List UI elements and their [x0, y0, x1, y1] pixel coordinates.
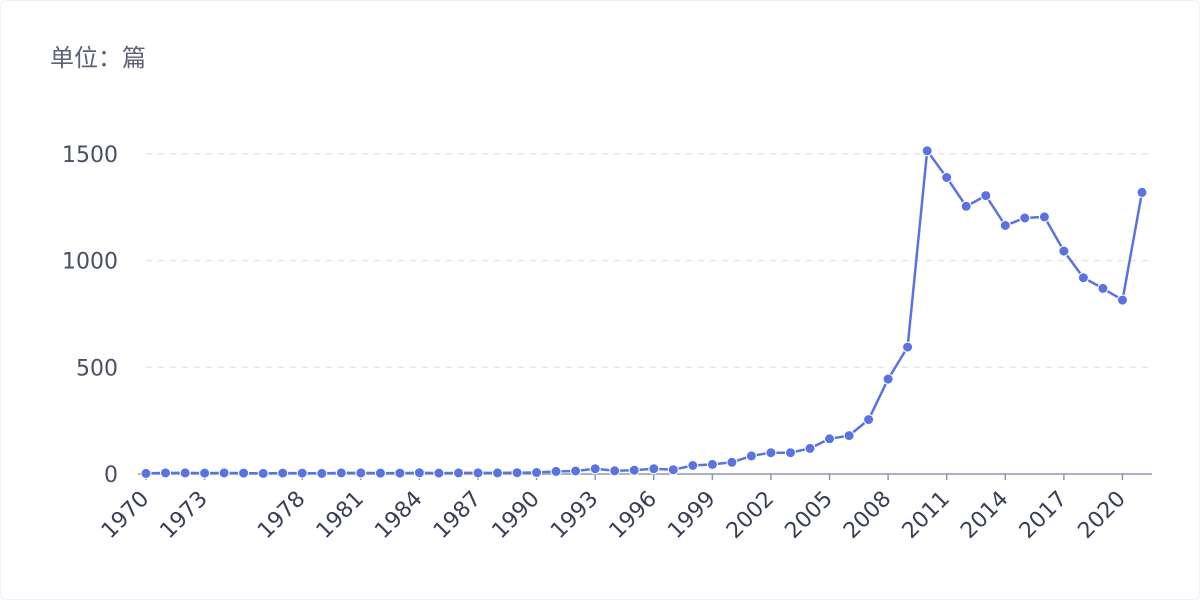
data-point	[238, 467, 250, 479]
y-tick-label: 0	[104, 463, 118, 488]
data-point	[1038, 211, 1050, 223]
x-tick-label: 2014	[956, 487, 1013, 544]
x-tick-label: 1978	[253, 487, 310, 544]
data-point	[199, 467, 211, 479]
y-tick-label: 1500	[62, 143, 118, 168]
data-point	[550, 465, 562, 477]
x-tick-label: 2005	[780, 487, 837, 544]
x-tick-label: 1973	[156, 487, 213, 544]
data-point	[648, 463, 660, 475]
data-point	[570, 465, 582, 477]
data-point	[296, 467, 308, 479]
data-point	[609, 465, 621, 477]
data-point	[824, 433, 835, 445]
data-point	[843, 430, 855, 442]
unit-label: 单位：篇	[50, 44, 146, 72]
data-point	[863, 414, 875, 426]
data-point	[785, 447, 796, 459]
data-point	[335, 467, 347, 479]
x-tick-label: 2011	[898, 487, 955, 544]
data-point	[960, 200, 972, 212]
data-point	[980, 190, 992, 202]
data-point	[902, 341, 914, 353]
data-point	[140, 467, 152, 479]
x-tick-label: 2020	[1073, 487, 1130, 544]
data-point	[160, 467, 171, 479]
x-tick-label: 1981	[312, 487, 369, 544]
data-point	[1019, 212, 1031, 224]
x-tick-label: 1999	[663, 487, 720, 544]
x-tick-label: 1990	[488, 487, 545, 544]
data-point	[492, 467, 503, 479]
x-tick-label: 2017	[1015, 487, 1072, 544]
data-point	[628, 464, 640, 476]
data-point	[453, 467, 464, 479]
series-line	[145, 149, 1144, 475]
y-tick-label: 500	[76, 356, 118, 381]
data-point	[218, 467, 230, 479]
y-tick-label: 1000	[62, 250, 118, 275]
data-point	[355, 467, 367, 479]
data-point	[277, 467, 289, 479]
data-point	[1058, 245, 1070, 257]
data-point	[921, 145, 933, 157]
data-point	[394, 467, 406, 479]
data-point	[941, 172, 953, 183]
x-tick-label: 1993	[546, 487, 603, 544]
data-point	[726, 456, 738, 468]
data-point	[706, 458, 718, 470]
data-point	[882, 373, 894, 385]
data-point	[179, 467, 191, 479]
x-tick-label: 1970	[97, 487, 154, 544]
data-point	[1117, 294, 1128, 306]
data-point	[374, 467, 386, 479]
data-point	[316, 467, 328, 479]
x-tick-label: 1984	[370, 487, 427, 544]
data-point	[413, 467, 425, 479]
data-point	[745, 450, 757, 462]
data-point	[804, 442, 816, 454]
x-tick-label: 2002	[722, 487, 779, 544]
data-point	[472, 467, 484, 479]
data-point	[1097, 282, 1109, 294]
x-tick-label: 1996	[605, 487, 662, 544]
data-point	[257, 467, 269, 479]
data-point	[589, 463, 601, 475]
data-point	[765, 447, 777, 459]
data-point	[999, 220, 1011, 231]
data-point	[531, 467, 543, 478]
data-point	[1136, 186, 1148, 198]
x-tick-label: 2008	[839, 487, 896, 544]
data-point	[511, 467, 523, 479]
data-point	[433, 467, 445, 479]
data-point	[1077, 272, 1089, 284]
data-point	[667, 464, 679, 476]
x-tick-label: 1987	[429, 487, 486, 544]
data-point	[687, 460, 699, 471]
